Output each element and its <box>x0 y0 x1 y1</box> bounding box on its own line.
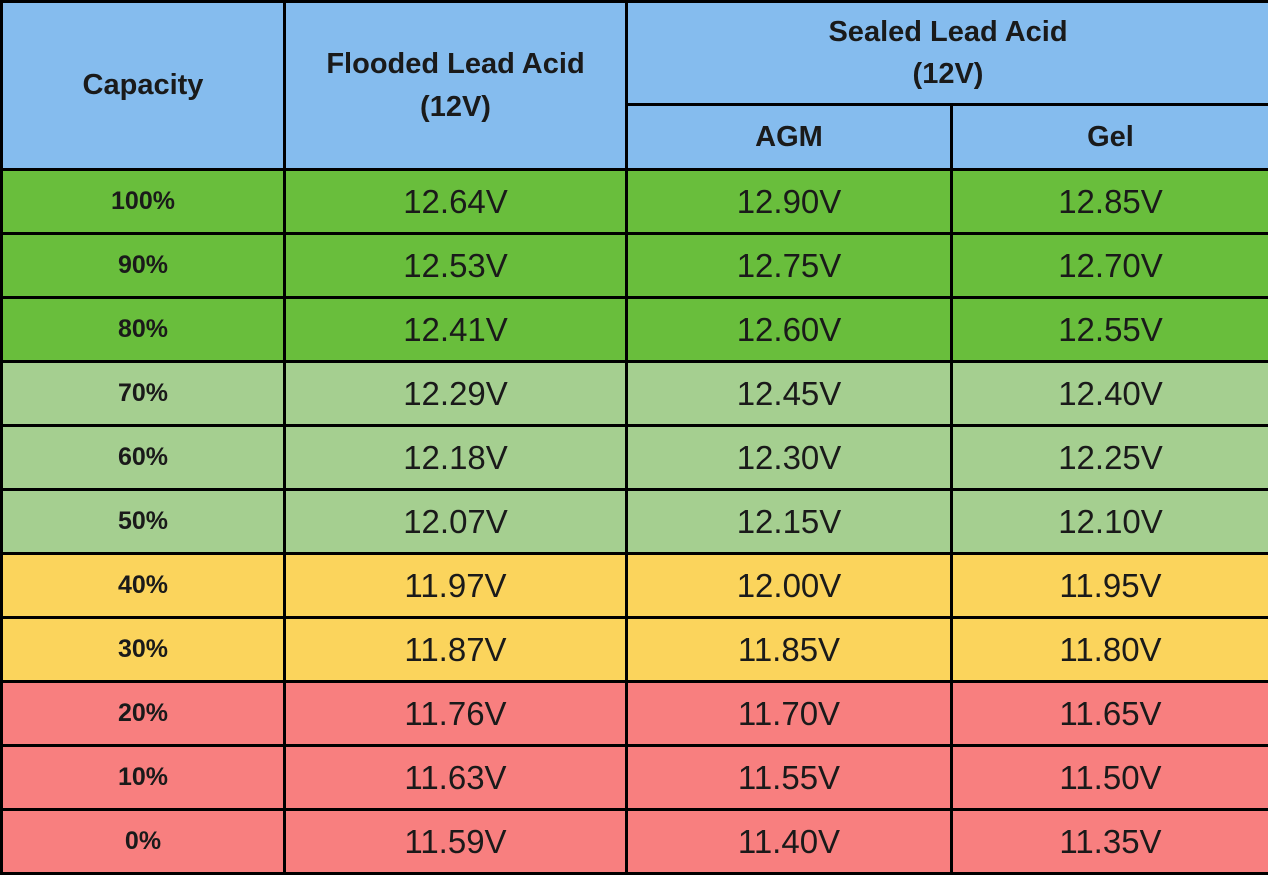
flooded-voltage: 12.53V <box>285 234 627 298</box>
capacity-label: 0% <box>2 810 285 874</box>
flooded-voltage: 11.59V <box>285 810 627 874</box>
table-row-70: 70% 12.29V 12.45V 12.40V <box>2 362 1268 426</box>
capacity-label: 70% <box>2 362 285 426</box>
capacity-label: 100% <box>2 170 285 234</box>
agm-voltage: 12.45V <box>627 362 952 426</box>
capacity-label: 20% <box>2 682 285 746</box>
gel-voltage: 12.85V <box>952 170 1268 234</box>
capacity-label: 40% <box>2 554 285 618</box>
agm-voltage: 11.40V <box>627 810 952 874</box>
header-capacity: Capacity <box>2 2 285 170</box>
gel-voltage: 12.55V <box>952 298 1268 362</box>
flooded-voltage: 11.87V <box>285 618 627 682</box>
table-row-50: 50% 12.07V 12.15V 12.10V <box>2 490 1268 554</box>
agm-voltage: 12.90V <box>627 170 952 234</box>
agm-voltage: 12.30V <box>627 426 952 490</box>
gel-voltage: 11.95V <box>952 554 1268 618</box>
gel-voltage: 11.65V <box>952 682 1268 746</box>
table-row-60: 60% 12.18V 12.30V 12.25V <box>2 426 1268 490</box>
flooded-voltage: 12.29V <box>285 362 627 426</box>
table-row-20: 20% 11.76V 11.70V 11.65V <box>2 682 1268 746</box>
agm-voltage: 11.70V <box>627 682 952 746</box>
flooded-voltage: 11.76V <box>285 682 627 746</box>
header-agm: AGM <box>627 105 952 170</box>
gel-voltage: 11.35V <box>952 810 1268 874</box>
flooded-voltage: 12.64V <box>285 170 627 234</box>
gel-voltage: 12.40V <box>952 362 1268 426</box>
gel-voltage: 12.10V <box>952 490 1268 554</box>
agm-voltage: 12.60V <box>627 298 952 362</box>
agm-voltage: 11.85V <box>627 618 952 682</box>
table-row-10: 10% 11.63V 11.55V 11.50V <box>2 746 1268 810</box>
flooded-voltage: 12.41V <box>285 298 627 362</box>
capacity-label: 50% <box>2 490 285 554</box>
header-gel: Gel <box>952 105 1268 170</box>
capacity-label: 60% <box>2 426 285 490</box>
header-flooded-lead-acid: Flooded Lead Acid (12V) <box>285 2 627 170</box>
flooded-voltage: 11.97V <box>285 554 627 618</box>
table-row-80: 80% 12.41V 12.60V 12.55V <box>2 298 1268 362</box>
table-row-40: 40% 11.97V 12.00V 11.95V <box>2 554 1268 618</box>
capacity-label: 90% <box>2 234 285 298</box>
agm-voltage: 11.55V <box>627 746 952 810</box>
gel-voltage: 12.70V <box>952 234 1268 298</box>
table-row-100: 100% 12.64V 12.90V 12.85V <box>2 170 1268 234</box>
gel-voltage: 11.80V <box>952 618 1268 682</box>
agm-voltage: 12.75V <box>627 234 952 298</box>
table-row-30: 30% 11.87V 11.85V 11.80V <box>2 618 1268 682</box>
capacity-label: 80% <box>2 298 285 362</box>
capacity-label: 30% <box>2 618 285 682</box>
gel-voltage: 12.25V <box>952 426 1268 490</box>
gel-voltage: 11.50V <box>952 746 1268 810</box>
table-row-0: 0% 11.59V 11.40V 11.35V <box>2 810 1268 874</box>
table-row-90: 90% 12.53V 12.75V 12.70V <box>2 234 1268 298</box>
flooded-voltage: 12.18V <box>285 426 627 490</box>
flooded-voltage: 11.63V <box>285 746 627 810</box>
agm-voltage: 12.00V <box>627 554 952 618</box>
flooded-voltage: 12.07V <box>285 490 627 554</box>
header-sealed-lead-acid: Sealed Lead Acid (12V) <box>627 2 1268 105</box>
capacity-label: 10% <box>2 746 285 810</box>
agm-voltage: 12.15V <box>627 490 952 554</box>
